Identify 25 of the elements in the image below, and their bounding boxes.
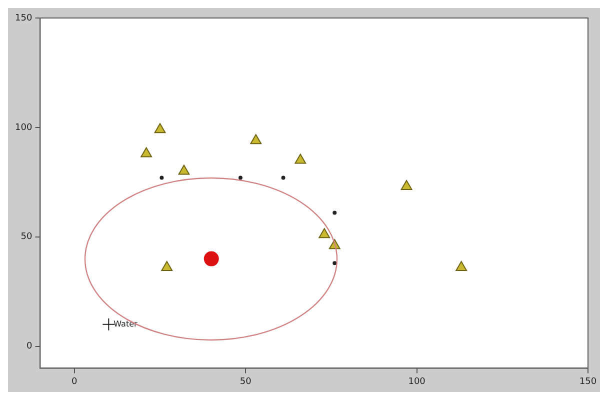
point: [294, 154, 306, 164]
x-tick-label: 0: [72, 376, 78, 387]
point: [250, 134, 262, 144]
annotation: Water: [114, 320, 138, 329]
point: [161, 261, 173, 272]
y-tick-label: 50: [20, 232, 32, 242]
point: [456, 261, 468, 272]
point: [318, 228, 330, 238]
point: [160, 176, 164, 180]
point: [281, 176, 286, 180]
point: [178, 164, 190, 175]
point: [332, 261, 337, 266]
x-tick-label: 100: [408, 376, 426, 387]
point: [332, 210, 337, 215]
point: [102, 318, 116, 331]
point: [204, 251, 219, 266]
point: [154, 123, 166, 134]
point: [140, 147, 152, 158]
point: [400, 180, 412, 190]
point: [238, 176, 242, 180]
y-tick-label: 100: [14, 122, 32, 133]
y-tick-label: 0: [26, 342, 32, 352]
x-tick-label: 150: [579, 376, 597, 387]
y-tick-label: 150: [14, 13, 32, 24]
x-tick-label: 50: [240, 376, 252, 387]
